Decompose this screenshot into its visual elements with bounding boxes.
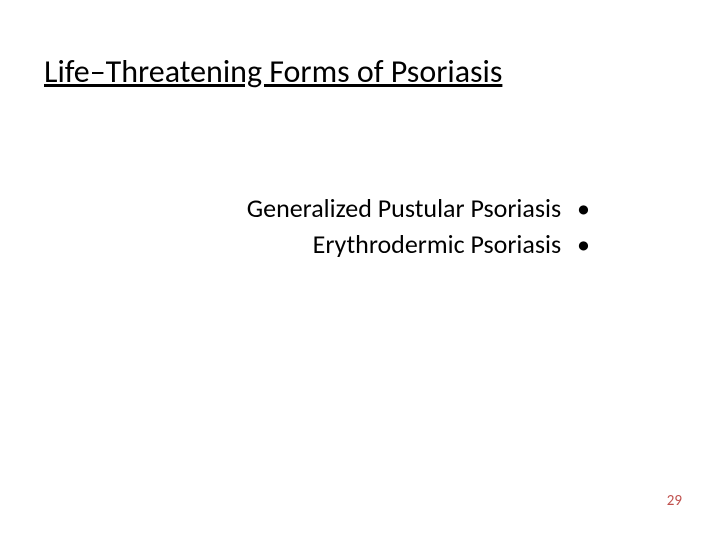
bullet-text: Erythrodermic Psoriasis: [313, 228, 561, 260]
page-number: 29: [667, 492, 682, 510]
slide: Life–Threatening Forms of Psoriasis Gene…: [0, 0, 720, 540]
list-item: Generalized Pustular Psoriasis •: [247, 190, 590, 226]
slide-title: Life–Threatening Forms of Psoriasis: [44, 54, 502, 89]
bullet-list: Generalized Pustular Psoriasis • Erythro…: [247, 190, 590, 263]
bullet-marker-icon: •: [567, 228, 590, 260]
list-item: Erythrodermic Psoriasis •: [247, 226, 590, 262]
bullet-text: Generalized Pustular Psoriasis: [247, 192, 561, 224]
bullet-marker-icon: •: [567, 192, 590, 224]
